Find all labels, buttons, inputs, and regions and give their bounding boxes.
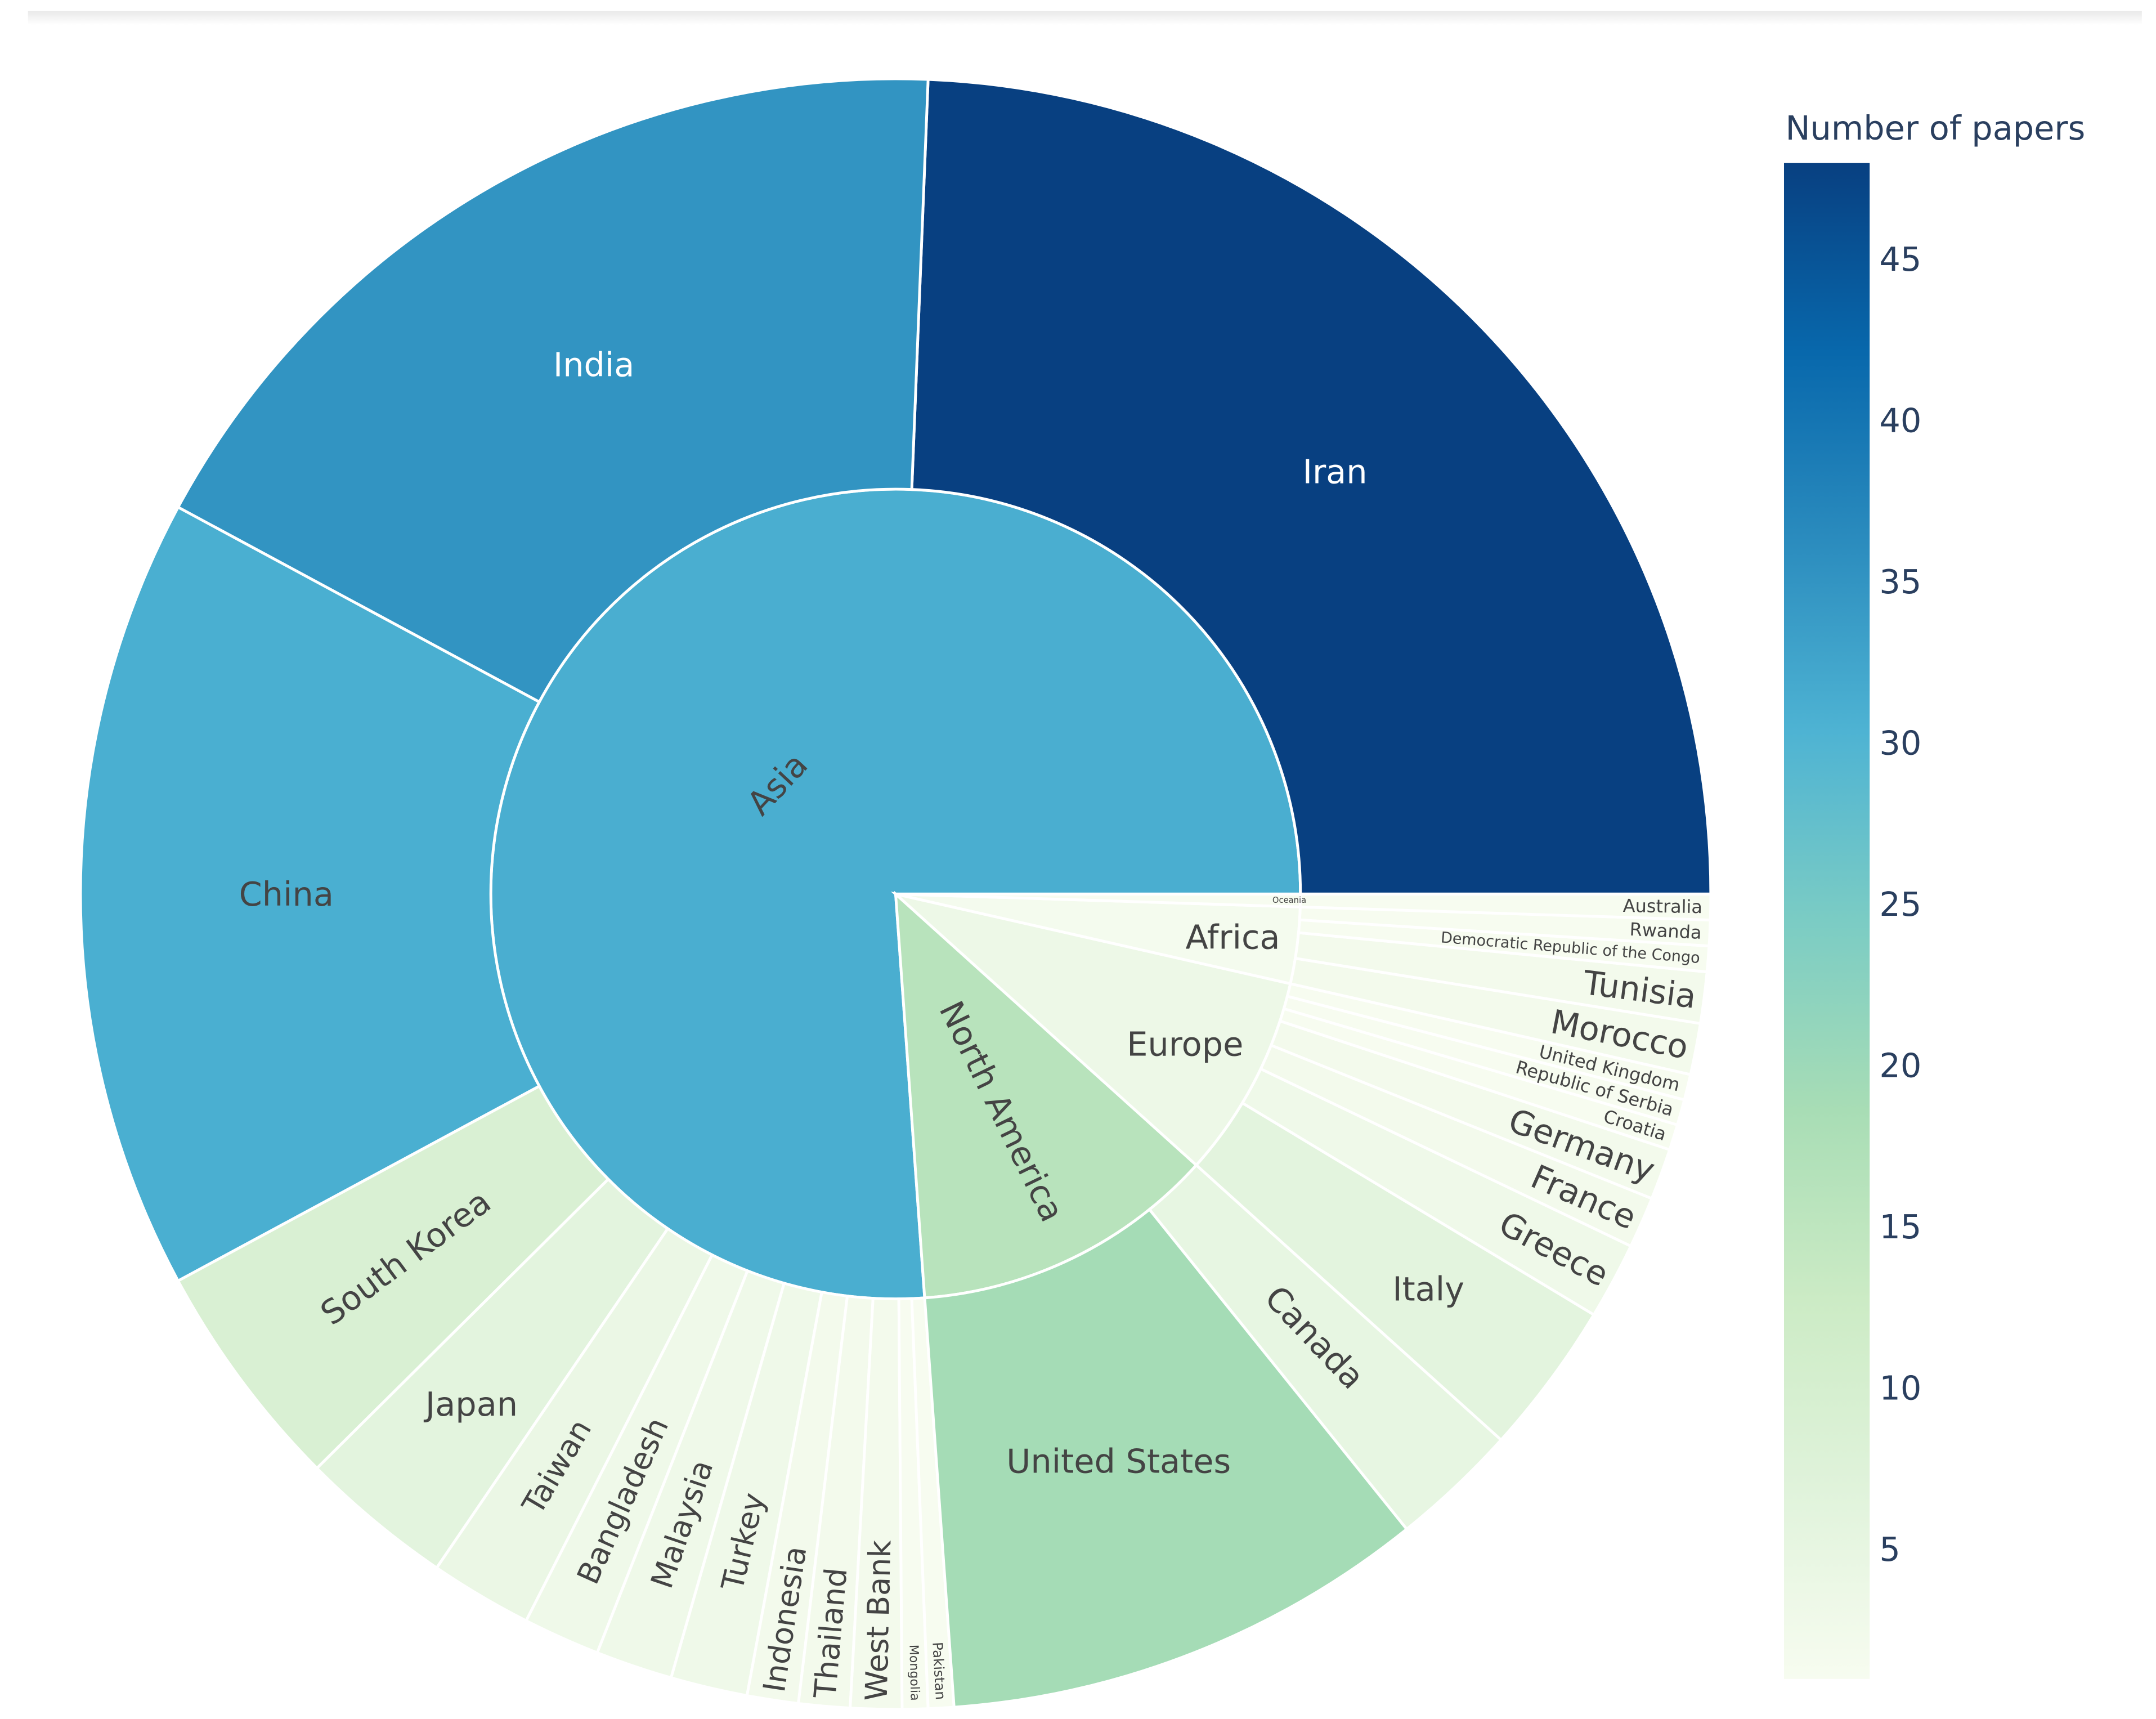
colorbar-tick-label: 20 <box>1879 1046 1921 1085</box>
continent-label-africa: Africa <box>1185 918 1280 957</box>
colorbar-tick-label: 40 <box>1879 401 1921 440</box>
country-sector-china[interactable] <box>79 505 541 1283</box>
colorbar-tick-label: 45 <box>1879 240 1921 279</box>
country-label-india: India <box>553 345 635 384</box>
colorbar-tick-label: 35 <box>1879 562 1921 601</box>
country-sector-iran[interactable] <box>910 78 1713 896</box>
top-shadow <box>28 11 2142 25</box>
continent-label-europe: Europe <box>1127 1025 1243 1064</box>
colorbar-title: Number of papers <box>1785 109 2085 147</box>
country-label-united-states: United States <box>1006 1442 1231 1480</box>
country-label-iran: Iran <box>1303 453 1368 491</box>
country-label-italy: Italy <box>1392 1270 1464 1309</box>
colorbar-tick-label: 10 <box>1879 1369 1921 1408</box>
country-label-mongolia: Mongolia <box>906 1645 922 1701</box>
country-label-china: China <box>239 875 334 914</box>
country-sector-india[interactable] <box>176 77 930 704</box>
continent-label-oceania: Oceania <box>1272 896 1306 905</box>
country-label-pakistan: Pakistan <box>929 1641 949 1700</box>
colorbar-tick-label: 15 <box>1879 1207 1921 1246</box>
colorbar: Number of papers 5 10 15 20 25 30 35 40 45 <box>1783 109 2085 1679</box>
colorbar-gradient <box>1783 163 1870 1679</box>
colorbar-tick-label: 30 <box>1879 724 1921 763</box>
country-label-west-bank: West Bank <box>859 1539 898 1702</box>
colorbar-ticks: 5 10 15 20 25 30 35 40 45 <box>1879 240 1921 1569</box>
country-label-rwanda: Rwanda <box>1629 919 1702 943</box>
country-label-australia: Australia <box>1623 895 1703 917</box>
country-label-japan: Japan <box>423 1385 518 1423</box>
country-sector-australia[interactable] <box>1298 892 1713 922</box>
colorbar-tick-label: 5 <box>1879 1530 1900 1569</box>
colorbar-tick-label: 25 <box>1879 885 1921 924</box>
country-sector-united-states[interactable] <box>923 1207 1409 1709</box>
sunburst-sectors <box>79 77 1713 1711</box>
